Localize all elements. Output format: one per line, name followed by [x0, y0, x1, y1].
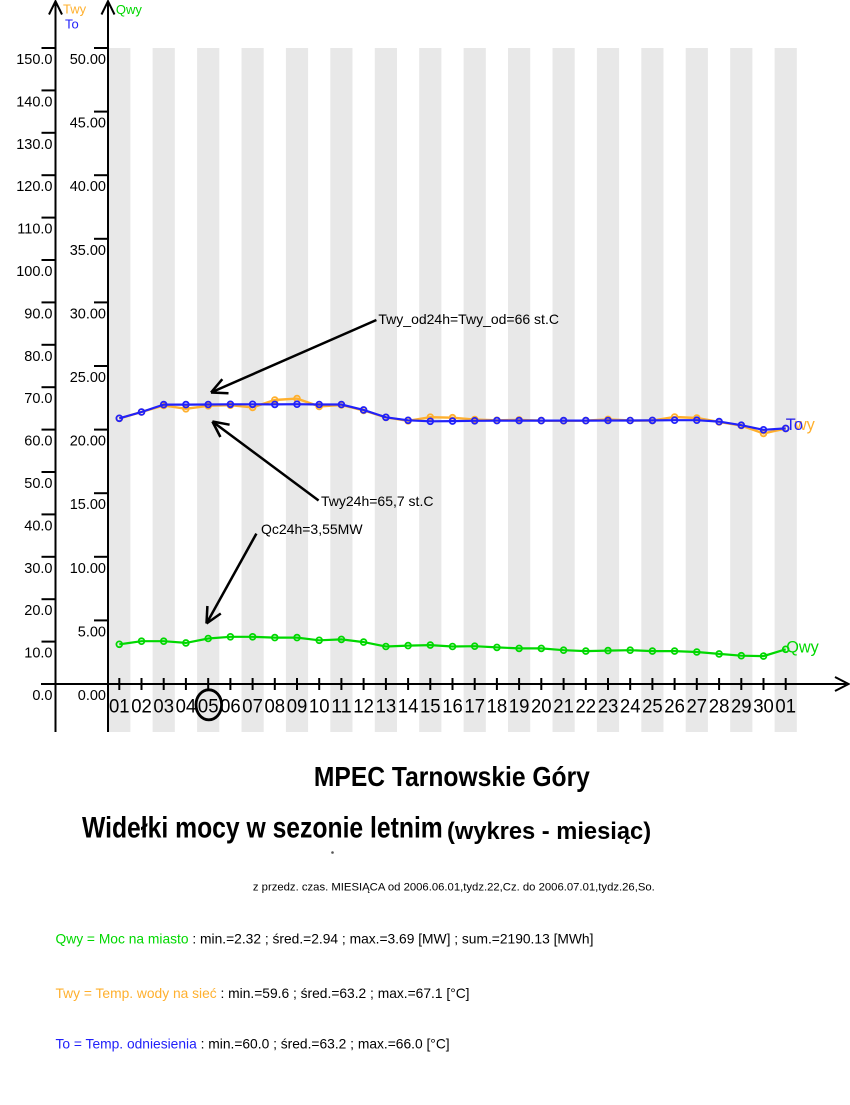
svg-text:01: 01 [775, 695, 796, 717]
svg-text:5.00: 5.00 [78, 624, 106, 640]
svg-text:05: 05 [198, 695, 219, 717]
svg-text:50.0: 50.0 [24, 476, 52, 492]
svg-text:10: 10 [309, 695, 330, 717]
svg-text:13: 13 [376, 695, 397, 717]
svg-text:20.0: 20.0 [24, 603, 52, 619]
svg-text:0.00: 0.00 [78, 688, 106, 704]
svg-text:22: 22 [576, 695, 597, 717]
svg-text:Twy: Twy [786, 416, 816, 434]
svg-text:17: 17 [464, 695, 485, 717]
svg-text:150.0: 150.0 [16, 52, 52, 68]
svg-text:14: 14 [398, 695, 419, 717]
svg-text:18: 18 [487, 695, 508, 717]
svg-text:To: To [65, 17, 79, 32]
svg-text:28: 28 [709, 695, 730, 717]
svg-text:Twy24h=65,7 st.C: Twy24h=65,7 st.C [321, 493, 433, 509]
svg-text:100.0: 100.0 [16, 264, 52, 280]
svg-text:09: 09 [287, 695, 308, 717]
svg-text:29: 29 [731, 695, 752, 717]
svg-text:08: 08 [265, 695, 286, 717]
svg-text:35.00: 35.00 [70, 243, 106, 259]
svg-text:07: 07 [242, 695, 263, 717]
svg-text:24: 24 [620, 695, 641, 717]
svg-text:04: 04 [176, 695, 197, 717]
svg-text:0.0: 0.0 [32, 688, 52, 704]
svg-text:06: 06 [220, 695, 241, 717]
svg-text:15.00: 15.00 [70, 497, 106, 513]
svg-text:Widełki mocy w sezonie letnim: Widełki mocy w sezonie letnim [82, 810, 443, 844]
svg-text:Qc24h=3,55MW: Qc24h=3,55MW [261, 521, 363, 537]
svg-text:120.0: 120.0 [16, 179, 52, 195]
svg-text:16: 16 [442, 695, 463, 717]
svg-text:03: 03 [153, 695, 174, 717]
svg-text:Qwy: Qwy [786, 638, 819, 656]
svg-text:21: 21 [553, 695, 574, 717]
svg-text:(wykres - miesiąc): (wykres - miesiąc) [447, 819, 651, 845]
svg-text:10.0: 10.0 [24, 646, 52, 662]
svg-text:To = Temp. odniesienia : min.=: To = Temp. odniesienia : min.=60.0 ; śre… [56, 1036, 450, 1051]
svg-text:25: 25 [642, 695, 663, 717]
svg-text:02: 02 [131, 695, 152, 717]
svg-text:90.0: 90.0 [24, 306, 52, 322]
svg-text:80.0: 80.0 [24, 349, 52, 365]
svg-text:25.00: 25.00 [70, 370, 106, 386]
svg-text:To: To [786, 416, 803, 434]
svg-text:01: 01 [109, 695, 130, 717]
svg-text:15: 15 [420, 695, 441, 717]
svg-text:130.0: 130.0 [16, 137, 52, 153]
svg-text:40.00: 40.00 [70, 179, 106, 195]
svg-text:z przedz. czas. MIESIĄCA od 20: z przedz. czas. MIESIĄCA od 2006.06.01,t… [253, 881, 655, 893]
svg-text:10.00: 10.00 [70, 561, 106, 577]
svg-text:27: 27 [687, 695, 708, 717]
svg-text:40.0: 40.0 [24, 518, 52, 534]
svg-text:MPEC Tarnowskie Góry: MPEC Tarnowskie Góry [314, 761, 590, 793]
svg-text:Twy: Twy [63, 2, 87, 17]
svg-text:20.00: 20.00 [70, 434, 106, 450]
svg-text:60.0: 60.0 [24, 434, 52, 450]
svg-text:Twy_od24h=Twy_od=66 st.C: Twy_od24h=Twy_od=66 st.C [378, 311, 559, 327]
svg-text:45.00: 45.00 [70, 116, 106, 132]
svg-text:19: 19 [509, 695, 530, 717]
svg-text:Qwy = Moc na miasto : min.=2.3: Qwy = Moc na miasto : min.=2.32 ; śred.=… [56, 932, 594, 947]
svg-text:140.0: 140.0 [16, 94, 52, 110]
svg-text:20: 20 [531, 695, 552, 717]
svg-text:23: 23 [598, 695, 619, 717]
svg-text:11: 11 [331, 695, 352, 717]
svg-text:70.0: 70.0 [24, 391, 52, 407]
svg-text:50.00: 50.00 [70, 52, 106, 68]
svg-text:26: 26 [664, 695, 685, 717]
svg-text:Twy = Temp. wody na sieć : min: Twy = Temp. wody na sieć : min.=59.6 ; ś… [56, 986, 470, 1001]
svg-text:30.0: 30.0 [24, 561, 52, 577]
svg-text:Qwy: Qwy [116, 2, 142, 17]
svg-text:12: 12 [353, 695, 374, 717]
svg-text:30.00: 30.00 [70, 306, 106, 322]
svg-text:30: 30 [753, 695, 774, 717]
svg-text:110.0: 110.0 [17, 222, 52, 238]
